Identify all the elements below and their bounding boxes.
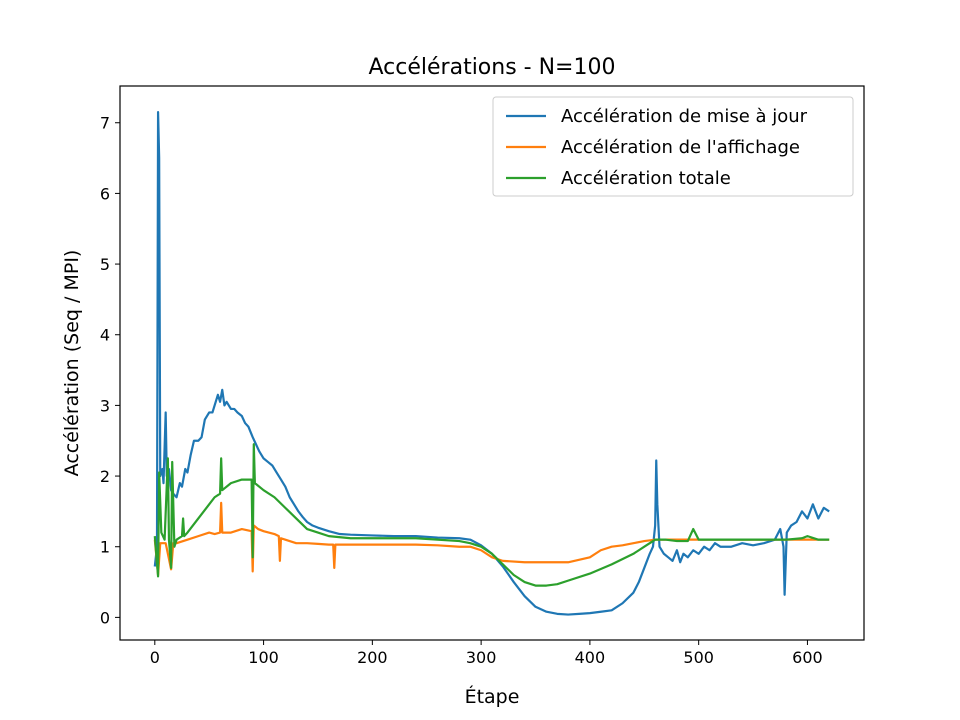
legend: Accélération de mise à jour Accélération … — [492, 96, 854, 197]
y-tick-label: 0 — [100, 608, 110, 627]
y-axis-label: Accélération (Seq / MPI) — [61, 250, 83, 477]
axes-frame — [119, 85, 865, 641]
y-tick-label: 1 — [100, 538, 110, 557]
y-tick-label: 5 — [100, 255, 110, 274]
y-tick-label: 2 — [100, 467, 110, 486]
y-axis: 0 1 2 3 4 5 6 7 — [100, 114, 120, 627]
x-axis: 0 100 200 300 400 500 600 — [150, 640, 823, 667]
legend-label-2: Accélération de l'affichage — [561, 137, 800, 158]
y-tick-label: 6 — [100, 184, 110, 203]
x-tick-label: 100 — [248, 648, 279, 667]
legend-box — [492, 96, 854, 197]
x-tick-label: 400 — [575, 648, 606, 667]
y-tick-label: 3 — [100, 396, 110, 415]
x-axis-label: Étape — [465, 685, 520, 708]
plot-area — [153, 111, 830, 616]
legend-label-1: Accélération de mise à jour — [561, 106, 808, 127]
series-line-2 — [153, 501, 830, 577]
legend-label-3: Accélération totale — [561, 168, 731, 189]
x-tick-label: 500 — [683, 648, 714, 667]
y-tick-label: 7 — [100, 114, 110, 133]
x-tick-label: 300 — [466, 648, 497, 667]
series-line-1 — [153, 111, 830, 616]
chart-title: Accélérations - N=100 — [369, 55, 616, 80]
x-tick-label: 600 — [792, 648, 823, 667]
series-line-3 — [153, 443, 830, 587]
x-tick-label: 200 — [357, 648, 388, 667]
y-tick-label: 4 — [100, 326, 110, 345]
x-tick-label: 0 — [150, 648, 160, 667]
